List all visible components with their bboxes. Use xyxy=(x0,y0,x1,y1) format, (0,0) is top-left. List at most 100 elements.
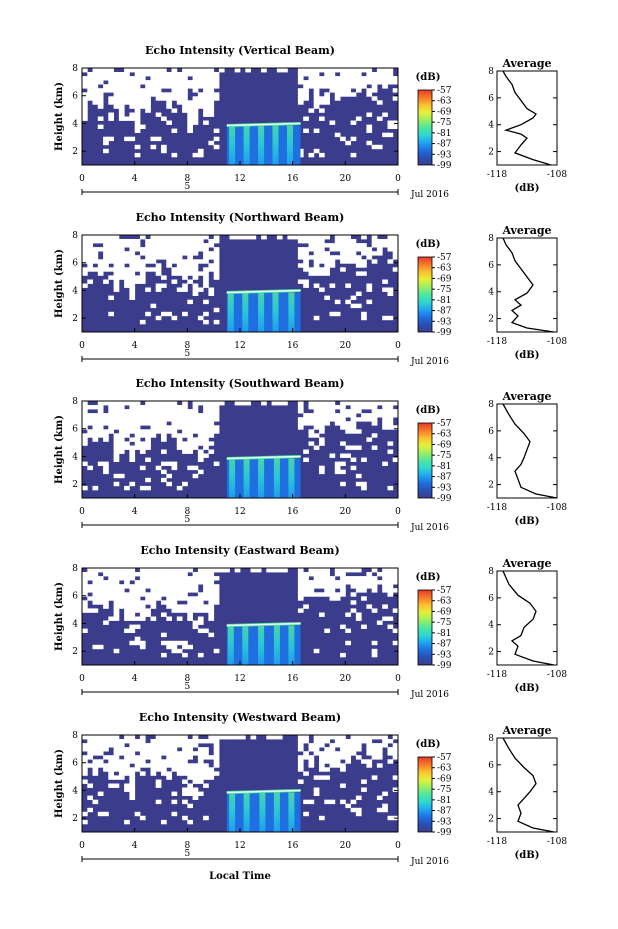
no-data-cell xyxy=(124,76,130,81)
no-data-cell xyxy=(113,612,120,617)
no-data-cell xyxy=(287,235,294,240)
echo-streak xyxy=(273,625,280,665)
no-data-cell xyxy=(129,604,136,609)
no-data-cell xyxy=(161,84,167,89)
no-data-cell xyxy=(355,429,362,434)
no-data-cell xyxy=(87,608,93,613)
no-data-cell xyxy=(355,795,362,800)
no-data-cell xyxy=(87,251,93,256)
no-data-cell xyxy=(161,247,167,252)
no-data-cell xyxy=(319,271,325,276)
no-data-cell xyxy=(187,608,193,613)
no-data-cell xyxy=(340,652,346,658)
x-tick-label: 16 xyxy=(287,341,299,351)
no-data-cell xyxy=(113,473,120,479)
no-data-cell xyxy=(187,72,193,77)
no-data-cell xyxy=(171,433,178,438)
no-data-cell xyxy=(392,401,399,406)
no-data-cell xyxy=(197,592,204,597)
no-data-cell xyxy=(319,96,325,101)
colorbar-tick-label: -69 xyxy=(437,274,452,284)
no-data-cell xyxy=(187,763,193,768)
no-data-cell xyxy=(192,584,199,589)
colorbar-tick-label: -87 xyxy=(437,140,452,150)
no-data-cell xyxy=(308,763,315,768)
no-data-cell xyxy=(124,755,130,760)
no-data-cell xyxy=(350,303,357,309)
no-data-cell xyxy=(150,144,157,150)
no-data-cell xyxy=(166,747,172,752)
panel-title: Echo Intensity (Southward Beam) xyxy=(136,377,345,390)
no-data-cell xyxy=(176,239,183,244)
no-data-cell xyxy=(134,72,141,77)
no-data-cell xyxy=(197,437,204,442)
no-data-cell xyxy=(82,580,88,585)
no-data-cell xyxy=(155,267,162,272)
no-data-cell xyxy=(155,580,162,585)
no-data-cell xyxy=(134,616,141,621)
no-data-cell xyxy=(203,104,209,109)
no-data-cell xyxy=(376,68,383,73)
no-data-cell xyxy=(334,461,341,466)
no-data-cell xyxy=(108,775,114,780)
no-data-cell xyxy=(150,604,157,609)
no-data-cell xyxy=(97,811,104,817)
no-data-cell xyxy=(124,255,130,260)
no-data-cell xyxy=(355,259,362,264)
no-data-cell xyxy=(129,747,136,752)
no-data-cell xyxy=(308,429,315,434)
no-data-cell xyxy=(118,473,125,479)
no-data-cell xyxy=(103,429,109,434)
no-data-cell xyxy=(176,405,183,410)
no-data-cell xyxy=(124,433,130,438)
no-data-cell xyxy=(213,247,220,252)
no-data-cell xyxy=(355,735,362,740)
no-data-cell xyxy=(97,235,104,240)
no-data-cell xyxy=(118,112,125,117)
echo-streak xyxy=(243,458,250,498)
no-data-cell xyxy=(118,405,125,410)
no-data-cell xyxy=(361,243,367,248)
no-data-cell xyxy=(182,108,188,113)
no-data-cell xyxy=(361,596,367,601)
no-data-cell xyxy=(187,104,193,109)
no-data-cell xyxy=(192,751,199,756)
no-data-cell xyxy=(187,100,193,105)
no-data-cell xyxy=(350,417,357,422)
no-data-cell xyxy=(113,80,120,85)
no-data-cell xyxy=(355,291,362,296)
no-data-cell xyxy=(82,243,88,248)
x-tick-label: 12 xyxy=(234,674,245,684)
no-data-cell xyxy=(97,68,104,73)
no-data-cell xyxy=(208,409,215,414)
y-tick-label: 4 xyxy=(72,619,78,629)
average-y-tick-label: 4 xyxy=(488,788,494,798)
no-data-cell xyxy=(203,572,209,577)
no-data-cell xyxy=(129,84,136,89)
average-y-tick-label: 8 xyxy=(488,67,494,77)
no-data-cell xyxy=(203,417,209,422)
no-data-cell xyxy=(303,96,309,101)
echo-streak xyxy=(272,125,279,165)
no-data-cell xyxy=(313,88,320,93)
no-data-cell xyxy=(166,247,172,252)
no-data-cell xyxy=(203,747,209,752)
no-data-cell xyxy=(82,572,88,577)
average-y-tick-label: 8 xyxy=(488,734,494,744)
no-data-cell xyxy=(176,413,183,418)
no-data-cell xyxy=(113,580,120,585)
no-data-cell xyxy=(129,80,136,85)
no-data-cell xyxy=(350,608,357,613)
no-data-cell xyxy=(345,628,351,633)
no-data-cell xyxy=(124,759,130,764)
no-data-cell xyxy=(392,243,399,248)
no-data-cell xyxy=(113,259,120,264)
no-data-cell xyxy=(129,572,136,577)
no-data-cell xyxy=(166,580,172,585)
no-data-cell xyxy=(361,580,367,585)
no-data-cell xyxy=(366,112,373,117)
no-data-cell xyxy=(371,584,378,589)
no-data-cell xyxy=(171,568,178,573)
no-data-cell xyxy=(208,291,215,296)
no-data-cell xyxy=(213,128,220,133)
